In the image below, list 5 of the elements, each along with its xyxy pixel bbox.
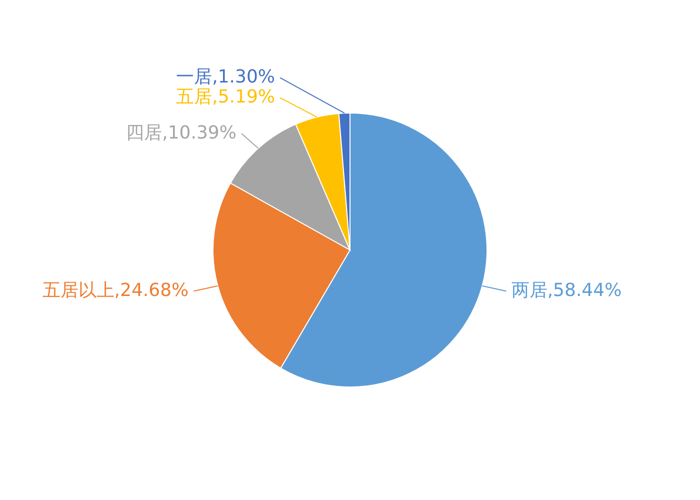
slice-label: 一居,1.30% (176, 66, 275, 88)
slice-label: 五居,5.19% (176, 86, 275, 108)
slice-label: 五居以上,24.68% (42, 280, 189, 302)
slice-label: 四居,10.39% (126, 122, 236, 144)
slice-label: 两居,58.44% (511, 280, 622, 302)
